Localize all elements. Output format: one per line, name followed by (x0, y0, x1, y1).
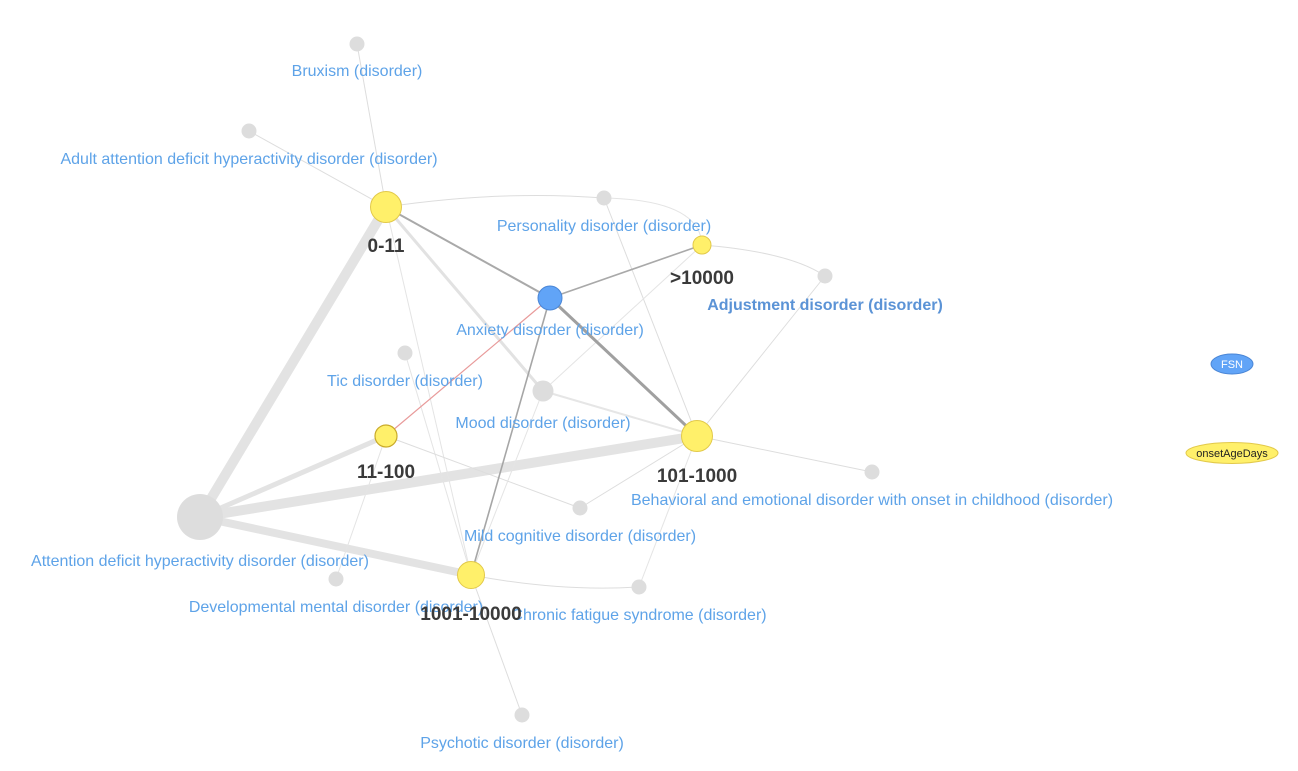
edge-adjustment-101-1000 (696, 275, 826, 437)
node-psychotic[interactable] (514, 707, 530, 723)
node-mild-cognitive[interactable] (572, 500, 588, 516)
label-developmental: Developmental mental disorder (disorder) (189, 599, 483, 616)
label-layer: Bruxism (disorder) Adult attention defic… (31, 63, 1113, 752)
node-developmental[interactable] (328, 571, 344, 587)
label-bruxism: Bruxism (disorder) (292, 63, 423, 80)
edge-adhd-11-100 (197, 433, 389, 520)
edge-tic-1001-10000 (404, 352, 472, 576)
edge-anxiety-1001-10000 (470, 297, 551, 576)
node-adhd[interactable] (177, 494, 223, 540)
edge-adhd-1001-10000 (196, 513, 475, 579)
label-age-11-100: 11-100 (357, 462, 415, 483)
label-age-gt-10000: >10000 (670, 268, 734, 289)
label-tic: Tic disorder (disorder) (327, 373, 483, 390)
label-age-1001-10000: 1001-10000 (420, 604, 521, 625)
label-anxiety: Anxiety disorder (disorder) (456, 322, 644, 339)
node-layer (177, 36, 880, 723)
edge-mood-1001-10000 (470, 390, 544, 576)
label-age-101-1000: 101-1000 (657, 466, 737, 487)
label-age-0-11: 0-11 (368, 236, 405, 257)
edge-11-100-mild (385, 435, 581, 509)
node-bruxism[interactable] (349, 36, 365, 52)
node-chronic-fatigue[interactable] (631, 579, 647, 595)
node-tic[interactable] (397, 345, 413, 361)
edge-0-11-mood (384, 206, 545, 392)
label-chronic-fatigue: Chronic fatigue syndrome (disorder) (511, 607, 766, 624)
label-mild-cognitive: Mild cognitive disorder (disorder) (464, 528, 696, 545)
legend-onset-label: onsetAgeDays (1196, 448, 1268, 460)
edge-personality-101-1000 (603, 197, 703, 246)
node-age-gt-10000[interactable] (692, 235, 712, 255)
node-age-101-1000[interactable] (681, 420, 713, 452)
node-adjustment[interactable] (817, 268, 833, 284)
legend-onset-swatch (1185, 442, 1279, 464)
edge-gt10000-adjustment (701, 244, 826, 277)
node-age-11-100[interactable] (374, 424, 398, 448)
edge-adult-adhd-0-11 (248, 130, 387, 208)
edge-mild-101-1000 (579, 435, 698, 509)
edge-adhd-0-11 (195, 202, 391, 522)
legend-onset: onsetAgeDays (1185, 442, 1279, 464)
node-age-1001-10000[interactable] (457, 561, 485, 589)
label-adjustment: Adjustment disorder (disorder) (707, 297, 943, 314)
label-psychotic: Psychotic disorder (disorder) (420, 735, 624, 752)
edge-0-11-anxiety (385, 206, 551, 299)
node-age-0-11[interactable] (370, 191, 402, 223)
label-adult-adhd: Adult attention deficit hyperactivity di… (60, 151, 437, 168)
legend-fsn: FSN (1210, 353, 1254, 375)
edge-layer (195, 43, 873, 716)
edge-anxiety-101-1000 (548, 296, 699, 438)
label-adhd: Attention deficit hyperactivity disorder… (31, 553, 369, 570)
node-adult-adhd[interactable] (241, 123, 257, 139)
node-anxiety[interactable] (537, 285, 563, 311)
edge-personality-101-1000b (603, 197, 698, 437)
edge-bruxism-0-11 (356, 43, 387, 208)
edge-gt10000-mood (542, 244, 703, 392)
edge-anxiety-11-100 (385, 297, 551, 437)
legend-fsn-label: FSN (1221, 359, 1243, 371)
node-personality[interactable] (596, 190, 612, 206)
node-mood[interactable] (532, 380, 554, 402)
edge-101-1000-behavioral (696, 435, 873, 473)
legend-fsn-swatch (1210, 353, 1254, 375)
label-behavioral: Behavioral and emotional disorder with o… (631, 492, 1113, 509)
edge-1001-10000-chronic (470, 574, 640, 589)
edge-11-100-developmental (335, 435, 387, 580)
edge-0-11-personality (385, 194, 605, 208)
edge-0-11-1001-10000 (385, 206, 472, 576)
node-behavioral[interactable] (864, 464, 880, 480)
legend: FSN onsetAgeDays (1185, 353, 1279, 464)
edge-anxiety-gt10000 (549, 244, 703, 299)
label-mood: Mood disorder (disorder) (455, 415, 630, 432)
edge-1001-10000-psychotic (470, 574, 523, 716)
edge-chronic-101-1000 (638, 435, 698, 588)
label-personality: Personality disorder (disorder) (497, 218, 711, 235)
edge-mood-101-1000 (542, 390, 698, 437)
